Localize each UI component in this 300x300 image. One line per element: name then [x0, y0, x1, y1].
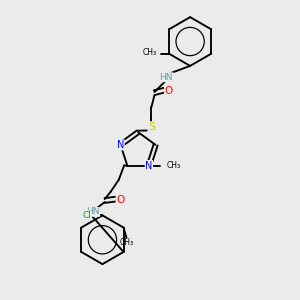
- Text: HN: HN: [160, 73, 173, 82]
- Text: N: N: [145, 160, 153, 170]
- Text: CH₃: CH₃: [142, 48, 157, 57]
- Text: CH₃: CH₃: [167, 161, 181, 170]
- Text: S: S: [148, 122, 155, 132]
- Text: Cl: Cl: [82, 211, 91, 220]
- Text: O: O: [116, 195, 124, 205]
- Text: O: O: [165, 85, 173, 96]
- Text: HN: HN: [86, 207, 100, 216]
- Text: CH₃: CH₃: [119, 238, 134, 247]
- Text: N: N: [117, 140, 124, 150]
